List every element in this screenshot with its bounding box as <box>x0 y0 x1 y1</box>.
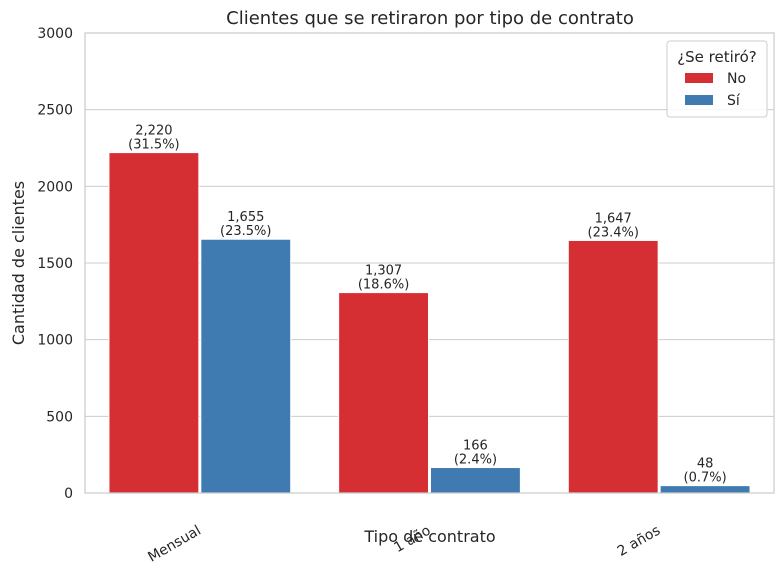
y-tick-label: 2000 <box>37 179 73 195</box>
bar-percent-label: (2.4%) <box>454 453 497 468</box>
bar-percent-label: (31.5%) <box>128 138 179 153</box>
data-labels: 2,220(31.5%)1,655(23.5%)1,307(18.6%)166(… <box>128 124 727 486</box>
plot-frame <box>84 32 775 494</box>
bar-no <box>108 152 200 494</box>
y-tick-label: 3000 <box>37 26 73 42</box>
chart-title: Clientes que se retiraron por tipo de co… <box>226 8 634 29</box>
legend-title: ¿Se retiró? <box>677 48 757 66</box>
y-tick-label: 1000 <box>37 333 73 349</box>
bar-percent-label: (18.6%) <box>358 278 409 293</box>
y-tick-label: 1500 <box>37 256 73 272</box>
bar-value-label: 1,307 <box>365 264 402 279</box>
bar-si <box>430 467 521 494</box>
legend-label-si: Sí <box>727 93 741 109</box>
bar-value-label: 166 <box>463 439 488 454</box>
bar-si <box>659 485 751 494</box>
bar-percent-label: (23.5%) <box>220 224 271 239</box>
legend-swatch-no <box>685 73 713 83</box>
legend-label-no: No <box>727 71 746 87</box>
y-tick-label: 500 <box>46 409 73 425</box>
bar-percent-label: (23.4%) <box>588 225 639 240</box>
y-tick-label: 0 <box>64 486 73 502</box>
bar-no <box>567 239 659 494</box>
x-axis-label: Tipo de contrato <box>363 527 495 546</box>
y-axis-label: Cantidad de clientes <box>9 181 28 345</box>
bar-si <box>200 238 292 494</box>
legend: ¿Se retiró? No Sí <box>666 40 768 118</box>
bar-value-label: 1,655 <box>227 210 264 225</box>
bar-no <box>338 292 429 494</box>
y-tick-label: 2500 <box>37 103 73 119</box>
legend-swatch-si <box>685 95 713 105</box>
bar-percent-label: (0.7%) <box>684 471 727 486</box>
bar-value-label: 2,220 <box>135 124 172 139</box>
bar-value-label: 48 <box>697 457 714 472</box>
bar-value-label: 1,647 <box>595 211 632 226</box>
